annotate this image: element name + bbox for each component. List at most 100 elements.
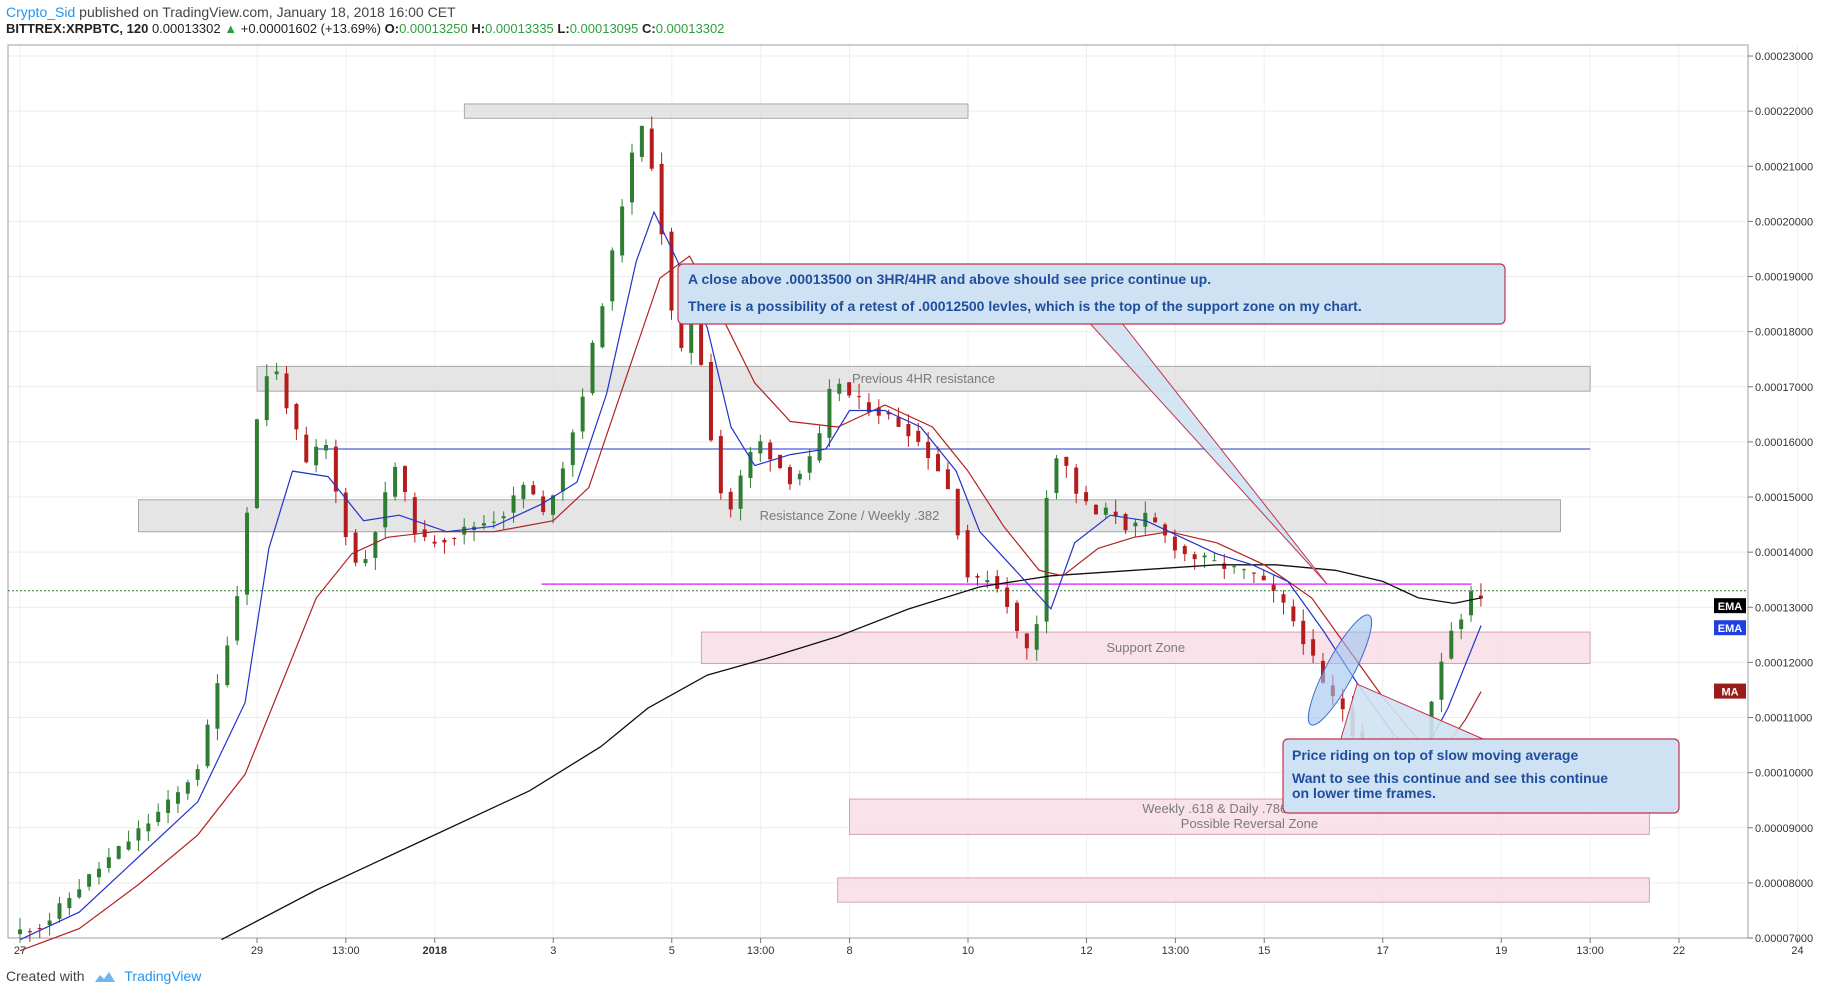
candle-body [1192, 554, 1197, 560]
time-tick-label: 13:00 [747, 945, 775, 957]
open-label: O: [384, 21, 400, 36]
indicator-labels: EMA EMA MA [1714, 598, 1746, 699]
price-tick-label: 0.00010000 [1755, 768, 1813, 780]
candle-body [87, 874, 92, 887]
zone-label: Resistance Zone / Weekly .382 [760, 508, 940, 523]
close-value: 0.00013302 [655, 21, 725, 36]
candle-body [965, 530, 970, 578]
zone-rect [837, 877, 1650, 903]
candle-body [866, 402, 871, 413]
candle-body [136, 828, 141, 841]
price-tick-label: 0.00007000 [1755, 933, 1813, 945]
candle-body [738, 475, 743, 509]
candle-body [926, 441, 931, 459]
candle-body [47, 920, 52, 925]
indicator-label-text: EMA [1718, 623, 1743, 635]
time-tick-label: 8 [846, 945, 852, 957]
high-label: H: [471, 21, 486, 36]
price-tick-label: 0.00014000 [1755, 547, 1813, 559]
candle-body [195, 769, 200, 780]
candle-body [936, 454, 941, 472]
price-tick-label: 0.00022000 [1755, 106, 1813, 118]
callout-bottom-text: Price riding on top of slow moving avera… [1292, 747, 1578, 763]
candle-body [383, 492, 388, 528]
candle-body [1133, 522, 1138, 527]
time-tick-label: 27 [14, 945, 26, 957]
candle-body [1242, 569, 1247, 571]
time-tick-label: 19 [1495, 945, 1507, 957]
open-value: 0.00013250 [399, 21, 468, 36]
callout-bottom-text: Want to see this continue and see this c… [1292, 770, 1608, 786]
candle-body [679, 313, 684, 348]
candle-body [778, 454, 783, 469]
candle-body [718, 436, 723, 494]
symbol-label: BITTREX:XRPBTC, 120 [6, 21, 149, 36]
candle-body [1074, 467, 1079, 494]
candle-body [37, 928, 42, 930]
candle-body [412, 497, 417, 535]
zone-rect [700, 631, 1591, 664]
candle-body [995, 576, 1000, 589]
time-tick-label: 13:00 [1162, 945, 1190, 957]
candle-body [106, 857, 111, 869]
candle-body [807, 456, 812, 473]
candle-body [1084, 492, 1089, 502]
indicator-label-bg [1714, 683, 1746, 699]
time-tick-label: 22 [1673, 945, 1685, 957]
time-axis: 27 29 13:00 2018 3 5 13:00 8 10 12 13:00 15 17 19 13:0… [14, 938, 1804, 957]
candle-body [215, 683, 220, 729]
candle-body [768, 442, 773, 460]
candle-body [511, 495, 516, 513]
high-value: 0.00013335 [485, 21, 554, 36]
candle-body [304, 434, 309, 463]
candle-body [1439, 661, 1444, 700]
candle-body [491, 521, 496, 523]
highlight-ellipse [1307, 614, 1373, 726]
candle-body [353, 532, 358, 563]
candle-body [432, 541, 437, 544]
candle-body [373, 532, 378, 558]
candle-body [1261, 575, 1266, 581]
tradingview-brand-link[interactable]: TradingView [124, 968, 202, 984]
ema-fast-line [19, 210, 1482, 941]
candle-body [521, 484, 526, 499]
zone-rect [463, 103, 969, 119]
candle-body [501, 516, 506, 519]
candle-body [235, 596, 240, 641]
time-tick-label: 5 [669, 945, 675, 957]
candle-body [876, 407, 881, 416]
candle-body [639, 125, 644, 157]
author-name[interactable]: Crypto_Sid [6, 4, 76, 20]
candle-body [481, 523, 486, 526]
candle-body [630, 152, 635, 203]
ma-long-line [221, 564, 1482, 941]
price-tick-label: 0.00013000 [1755, 602, 1813, 614]
candle-body [1271, 584, 1276, 591]
zone-label: Support Zone [1106, 640, 1185, 655]
candle-body [1469, 591, 1474, 616]
candle-body [284, 373, 289, 409]
candle-body [649, 128, 654, 169]
candle-body [393, 466, 398, 497]
candle-body [225, 645, 230, 686]
price-tick-label: 0.00023000 [1755, 51, 1813, 63]
price-tick-label: 0.00016000 [1755, 437, 1813, 449]
candle-body [955, 488, 960, 536]
candle-body [541, 496, 546, 513]
price-tick-label: 0.00017000 [1755, 382, 1813, 394]
candle-body [67, 897, 72, 909]
candle-body [333, 446, 338, 492]
zone-label: Possible Reversal Zone [1181, 816, 1318, 831]
candle-body [659, 163, 664, 235]
candle-body [857, 396, 862, 398]
tradingview-logo-icon [95, 972, 116, 983]
candle-body [945, 469, 950, 490]
zone-rect [138, 499, 1561, 533]
candle-body [590, 342, 595, 394]
candle-body [1014, 602, 1019, 632]
candle-body [452, 538, 457, 540]
candle-body [1301, 620, 1306, 645]
price-tick-label: 0.00012000 [1755, 657, 1813, 669]
candle-body [1212, 560, 1217, 562]
